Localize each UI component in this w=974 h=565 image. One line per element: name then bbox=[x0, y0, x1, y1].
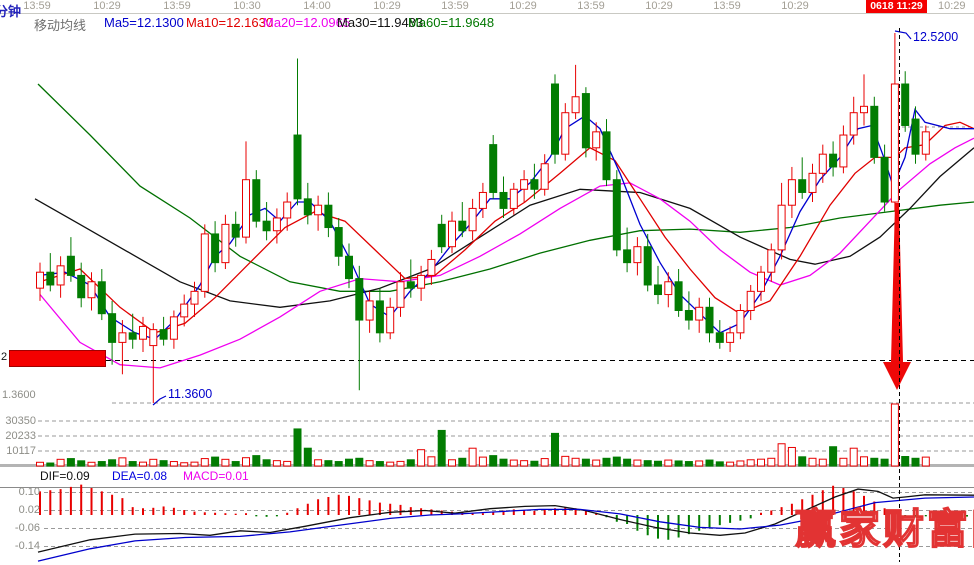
ma-value-label: Ma60=11.9648 bbox=[408, 15, 495, 30]
volume-series bbox=[36, 403, 930, 467]
time-axis-label: 10:30 bbox=[233, 0, 261, 12]
macd-panel-series bbox=[37, 484, 974, 562]
time-axis-label: 10:29 bbox=[938, 0, 966, 12]
annotations bbox=[152, 28, 912, 562]
ma5-line bbox=[39, 107, 974, 340]
indicator-name-label: 移动均线 bbox=[34, 18, 87, 33]
price-tag-digit: 2 bbox=[1, 351, 8, 363]
macd-head-label: MACD=0.01 bbox=[183, 469, 249, 483]
time-axis-label: 13:59 bbox=[163, 0, 191, 12]
chart-period-label: 分钟 bbox=[0, 4, 22, 19]
price-axis-label: 1.3600 bbox=[2, 389, 36, 401]
macd-axis-label: 0.02 bbox=[18, 504, 40, 516]
price-tag-box bbox=[9, 350, 106, 367]
time-axis-label: 10:29 bbox=[509, 0, 537, 12]
candlestick-series bbox=[36, 32, 930, 403]
time-axis-label: 10:29 bbox=[373, 0, 401, 12]
ma20-line bbox=[39, 137, 974, 369]
time-axis-label: 10:29 bbox=[781, 0, 809, 12]
macd-axis-label: -0.06 bbox=[14, 522, 40, 534]
time-axis: 0618 11:29 10:29 bbox=[0, 0, 974, 14]
ma-value-label: Ma5=12.1300 bbox=[104, 15, 184, 30]
macd-axis-label: 0.10 bbox=[18, 486, 40, 498]
ma-value-label: Ma20=12.0965 bbox=[263, 15, 351, 30]
time-axis-label: 13:59 bbox=[577, 0, 605, 12]
time-axis-label: 14:00 bbox=[303, 0, 331, 12]
ma60-line bbox=[37, 83, 974, 292]
low-price-annotation: 11.3600 bbox=[168, 387, 213, 401]
macd-head-label: DIF=0.09 bbox=[40, 469, 90, 483]
volume-axis-label: 30350 bbox=[5, 415, 36, 427]
time-axis-label: 13:59 bbox=[441, 0, 469, 12]
macd-head-label: DEA=0.08 bbox=[112, 469, 168, 483]
high-annotation-pointer bbox=[894, 30, 912, 40]
sell-signal-arrow-icon bbox=[883, 203, 911, 390]
volume-axis-label: 10117 bbox=[6, 445, 36, 457]
dea-line bbox=[37, 496, 974, 562]
time-axis-label: 10:29 bbox=[645, 0, 673, 12]
dif-line bbox=[37, 488, 974, 553]
volume-axis-label: 20233 bbox=[5, 430, 36, 442]
high-price-annotation: 12.5200 bbox=[913, 30, 959, 44]
site-watermark: 赢家财富网 bbox=[795, 505, 974, 553]
ma-value-label: Ma30=11.9483 bbox=[337, 15, 424, 30]
time-axis-label: 13:59 bbox=[23, 0, 51, 12]
low-annotation-pointer bbox=[152, 395, 167, 406]
crosshair-datetime-badge: 0618 11:29 bbox=[866, 0, 927, 13]
ma-value-label: Ma10=12.1630 bbox=[186, 15, 274, 30]
time-axis-label: 13:59 bbox=[713, 0, 741, 12]
macd-axis-label: -0.14 bbox=[14, 540, 40, 552]
time-axis-label: 10:29 bbox=[93, 0, 121, 12]
